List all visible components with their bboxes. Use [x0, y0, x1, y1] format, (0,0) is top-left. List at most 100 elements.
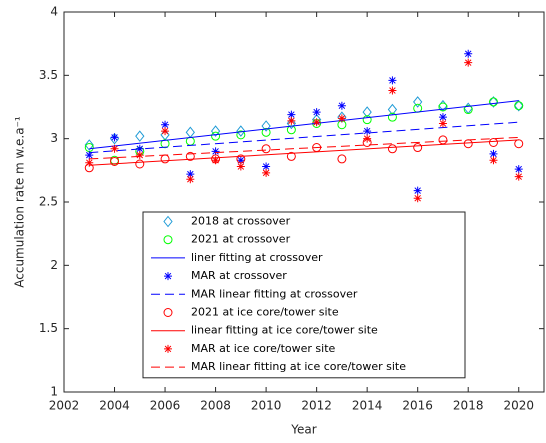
- star-marker: [413, 186, 422, 195]
- star-marker: [363, 127, 372, 136]
- fit-line: [89, 100, 519, 150]
- circle-marker: [438, 102, 448, 112]
- star-marker: [161, 120, 170, 129]
- y-tick-label: 2.5: [39, 195, 58, 209]
- diamond-marker: [163, 215, 173, 228]
- diamond-marker: [488, 96, 499, 108]
- circle-marker: [514, 101, 524, 111]
- x-tick-label: 2002: [49, 399, 80, 413]
- legend-label: MAR at ice core/tower site: [191, 342, 336, 355]
- circle-marker: [387, 144, 397, 154]
- x-tick-label: 2004: [99, 399, 130, 413]
- star-marker: [85, 151, 94, 160]
- diamond-marker: [210, 125, 221, 137]
- star-marker: [110, 144, 119, 153]
- star-marker: [262, 168, 271, 177]
- star-marker: [388, 76, 397, 85]
- circle-marker: [211, 131, 221, 141]
- star-marker: [186, 170, 195, 179]
- star-marker: [337, 101, 346, 110]
- star-marker: [363, 134, 372, 143]
- x-axis-label: Year: [290, 423, 316, 437]
- circle-marker: [463, 105, 473, 115]
- circle-marker: [286, 151, 296, 161]
- star-marker: [236, 156, 245, 165]
- diamond-marker: [84, 139, 94, 151]
- circle-marker: [135, 159, 145, 169]
- star-marker: [85, 158, 94, 167]
- diamond-marker: [413, 96, 423, 108]
- y-tick-label: 3: [50, 131, 58, 145]
- fit-line: [89, 121, 519, 154]
- circle-marker: [261, 127, 271, 137]
- star-marker: [514, 172, 523, 181]
- star-marker: [489, 156, 498, 165]
- fit-line: [89, 136, 519, 160]
- star-marker: [164, 272, 172, 281]
- star-marker: [464, 58, 473, 67]
- star-marker: [164, 344, 172, 353]
- y-tick-label: 4: [50, 5, 58, 19]
- star-marker: [287, 110, 296, 119]
- x-tick-label: 2008: [200, 399, 231, 413]
- y-tick-label: 1.5: [39, 321, 58, 335]
- x-tick-label: 2014: [352, 399, 383, 413]
- circle-marker: [236, 130, 246, 140]
- circle-marker: [514, 139, 524, 149]
- star-marker: [312, 108, 321, 117]
- legend-box: [142, 211, 466, 379]
- diamond-marker: [514, 99, 524, 112]
- circle-marker: [362, 115, 372, 125]
- circle-marker: [488, 97, 498, 107]
- x-tick-label: 2006: [150, 399, 181, 413]
- diamond-marker: [135, 130, 145, 142]
- circle-marker: [185, 151, 195, 161]
- circle-marker: [261, 144, 271, 154]
- y-tick-label: 1: [50, 385, 58, 399]
- diamond-marker: [236, 125, 246, 137]
- legend-label: liner fitting at crossover: [191, 251, 323, 264]
- star-marker: [337, 114, 346, 123]
- legend-label: MAR linear fitting at crossover: [191, 287, 358, 300]
- star-marker: [413, 194, 422, 203]
- star-marker: [211, 156, 220, 165]
- legend-label: 2021 at ice core/tower site: [191, 306, 339, 319]
- star-marker: [236, 162, 245, 171]
- circle-marker: [163, 235, 173, 245]
- star-marker: [262, 162, 271, 171]
- star-marker: [161, 127, 170, 136]
- diamond-marker: [362, 106, 372, 118]
- star-marker: [438, 119, 447, 128]
- star-marker: [186, 175, 195, 184]
- circle-marker: [110, 156, 120, 166]
- star-marker: [312, 118, 321, 127]
- x-tick-label: 2020: [503, 399, 534, 413]
- circle-marker: [488, 137, 498, 147]
- legend: 2018 at crossover 2021 at crossover liner …: [142, 211, 466, 379]
- y-tick-label: 2: [50, 258, 58, 272]
- diamond-marker: [286, 117, 297, 130]
- star-marker: [464, 49, 473, 58]
- star-marker: [388, 86, 397, 95]
- x-tick-label: 2016: [402, 399, 433, 413]
- legend-label: linear fitting at ice core/tower site: [191, 324, 378, 337]
- star-marker: [514, 165, 523, 174]
- star-marker: [438, 113, 447, 122]
- fit-line: [89, 139, 519, 166]
- y-tick-label: 3.5: [39, 68, 58, 82]
- star-marker: [287, 116, 296, 125]
- circle-marker: [337, 154, 347, 164]
- star-marker: [110, 133, 119, 142]
- circle-marker: [387, 112, 397, 122]
- legend-label: 2021 at crossover: [191, 233, 291, 246]
- y-axis-label: Accumulation rate m w.e.a⁻¹: [13, 116, 27, 288]
- circle-marker: [163, 308, 173, 317]
- star-marker: [489, 149, 498, 158]
- x-tick-label: 2010: [251, 399, 282, 413]
- star-marker: [211, 147, 220, 156]
- star-marker: [135, 151, 144, 160]
- legend-label: MAR at crossover: [191, 269, 287, 282]
- circle-marker: [413, 143, 423, 153]
- x-tick-label: 2012: [301, 399, 332, 413]
